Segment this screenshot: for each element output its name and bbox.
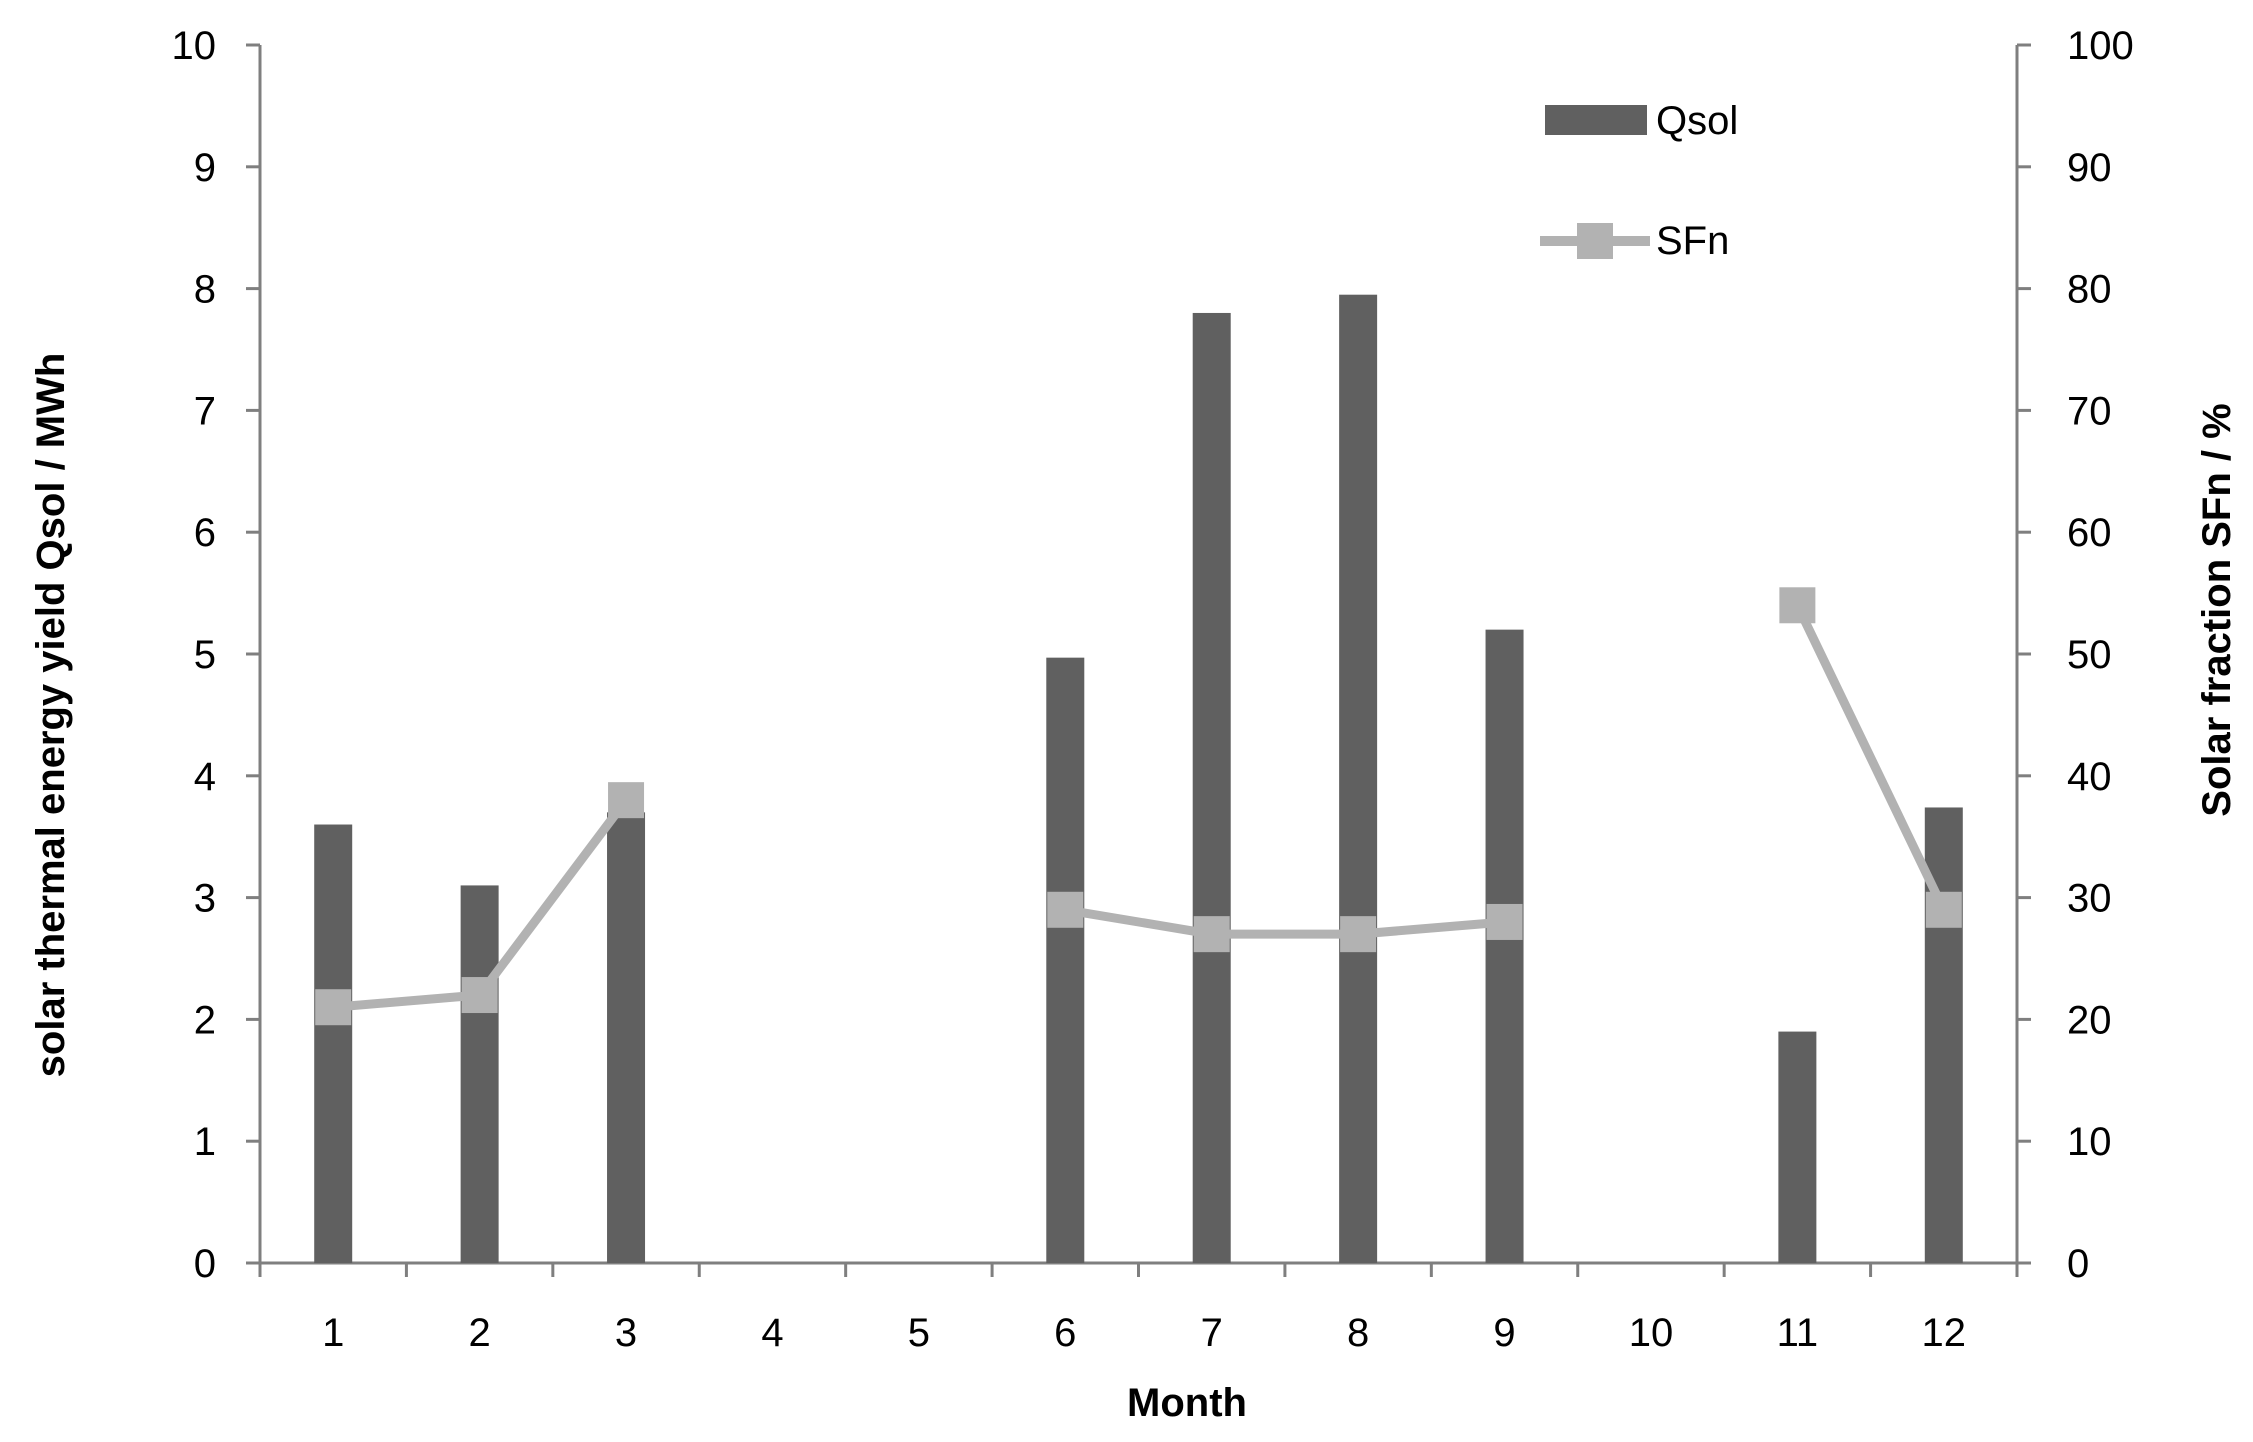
legend-sfn-marker — [1577, 223, 1613, 259]
sfn-point — [315, 989, 352, 1026]
sfn-point — [461, 977, 498, 1014]
qsol-bar — [1046, 657, 1085, 1263]
legend-qsol-swatch — [1545, 105, 1647, 135]
y-right-tick-label: 90 — [2067, 146, 2112, 190]
sfn-point — [1047, 891, 1084, 928]
sfn-point — [1340, 916, 1377, 953]
sfn-line-segment — [1060, 905, 1217, 939]
y-axis-left-title: solar thermal energy yield Qsol / MWh — [29, 353, 73, 1078]
legend-qsol-label: Qsol — [1656, 99, 1738, 143]
y-right-tick-label: 0 — [2067, 1242, 2089, 1286]
x-tick-label: 9 — [1493, 1311, 1515, 1355]
y-left-tick-label: 6 — [194, 511, 216, 555]
y-left-tick-label: 1 — [194, 1120, 216, 1164]
x-tick-label: 4 — [761, 1311, 783, 1355]
y-left-tick-label: 4 — [194, 755, 216, 799]
sfn-line-segment — [475, 795, 631, 1000]
y-left-tick-label: 8 — [194, 268, 216, 312]
x-tick-label: 3 — [615, 1311, 637, 1355]
y-right-tick-label: 80 — [2067, 268, 2112, 312]
sfn-line-segment — [328, 990, 485, 1012]
y-left-tick-label: 10 — [172, 24, 217, 68]
sfn-point — [1779, 587, 1816, 624]
qsol-bar — [607, 812, 646, 1263]
y-right-tick-label: 40 — [2067, 755, 2112, 799]
x-tick-label: 10 — [1629, 1311, 1674, 1355]
x-tick-label: 5 — [908, 1311, 930, 1355]
qsol-bar — [1339, 294, 1378, 1263]
y-left-tick-label: 3 — [194, 877, 216, 921]
sfn-point — [1193, 916, 1230, 953]
x-tick-label: 12 — [1922, 1311, 1967, 1355]
y-right-tick-label: 20 — [2067, 998, 2112, 1042]
sfn-line-segment — [1792, 600, 1949, 915]
y-right-tick-label: 70 — [2067, 389, 2112, 433]
y-right-tick-label: 50 — [2067, 633, 2112, 677]
qsol-bar — [314, 824, 353, 1263]
y-left-tick-label: 2 — [194, 998, 216, 1042]
sfn-point — [1486, 903, 1523, 940]
x-axis-title: Month — [1127, 1381, 1247, 1425]
x-tick-label: 2 — [469, 1311, 491, 1355]
sfn-point — [608, 782, 645, 819]
qsol-bar — [1485, 629, 1524, 1263]
sfn-point — [1925, 891, 1962, 928]
y-left-tick-label: 5 — [194, 633, 216, 677]
y-right-tick-label: 30 — [2067, 877, 2112, 921]
x-tick-label: 7 — [1201, 1311, 1223, 1355]
x-tick-label: 11 — [1777, 1311, 1819, 1355]
sfn-line — [315, 587, 1962, 1026]
y-left-tick-label: 7 — [194, 389, 216, 433]
qsol-bar — [460, 885, 499, 1263]
x-tick-label: 6 — [1054, 1311, 1076, 1355]
y-left-tick-label: 9 — [194, 146, 216, 190]
qsol-bars — [314, 294, 1963, 1264]
axes — [246, 43, 2031, 1277]
sfn-line-segment — [1353, 917, 1510, 939]
legend-sfn-label: SFn — [1656, 219, 1729, 263]
y-right-tick-label: 60 — [2067, 511, 2112, 555]
y-right-tick-label: 100 — [2067, 24, 2134, 68]
legend: Qsol SFn — [1540, 99, 1738, 263]
qsol-bar — [1778, 1031, 1817, 1263]
x-tick-label: 1 — [322, 1311, 344, 1355]
x-tick-label: 8 — [1347, 1311, 1369, 1355]
y-left-tick-label: 0 — [194, 1242, 216, 1286]
y-axis-right-title: Solar fraction SFn / % — [2195, 403, 2239, 816]
y-right-tick-label: 10 — [2067, 1120, 2112, 1164]
qsol-bar — [1192, 312, 1231, 1264]
